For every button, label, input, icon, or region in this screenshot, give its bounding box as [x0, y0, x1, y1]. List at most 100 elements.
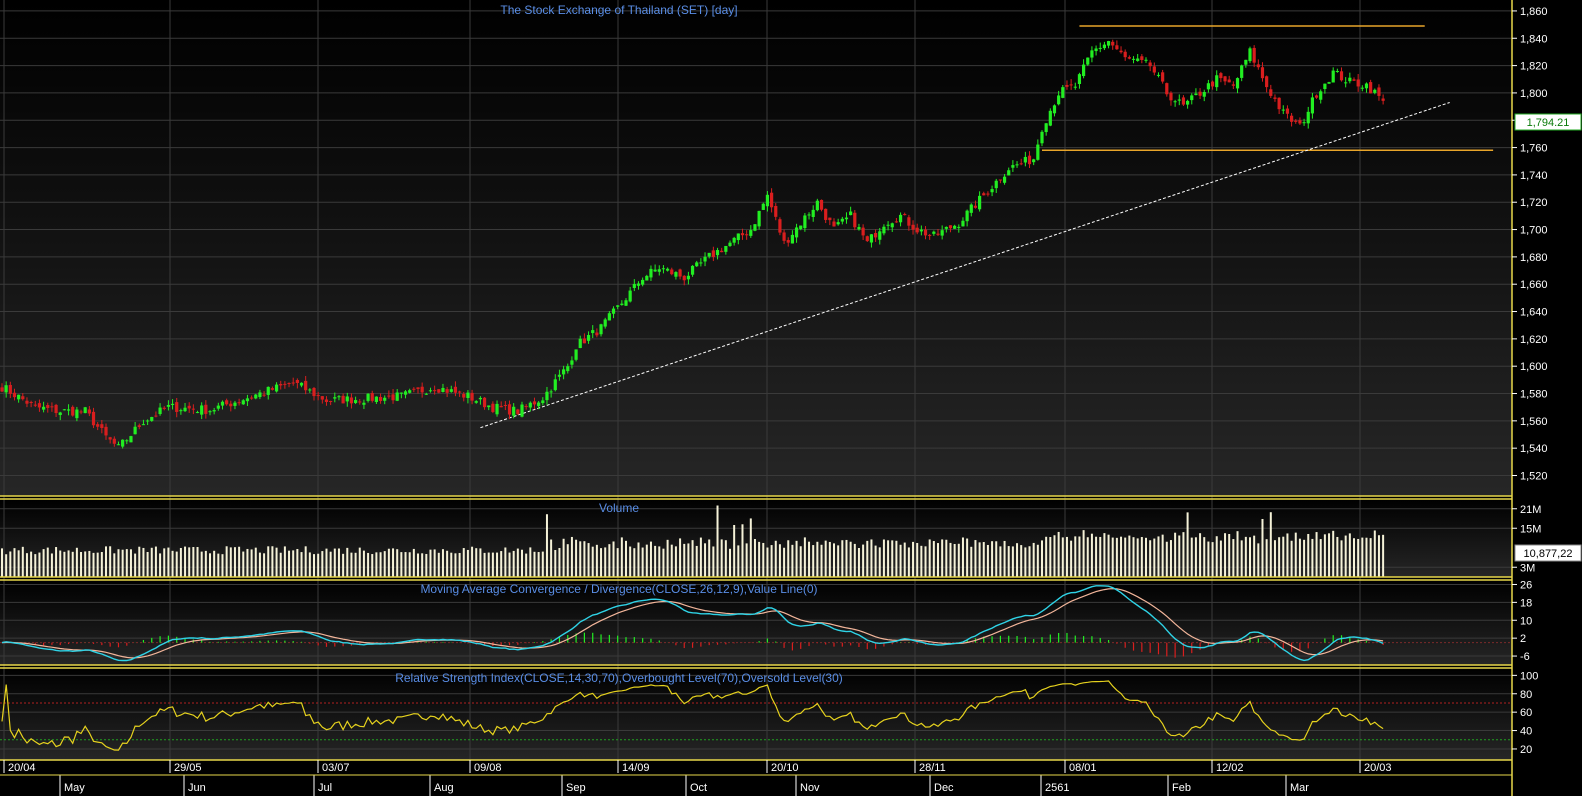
candle-body: [740, 233, 745, 236]
volume-bar: [396, 549, 399, 577]
candle-body: [345, 396, 349, 402]
volume-bar: [25, 553, 28, 577]
volume-bar: [379, 552, 382, 577]
volume-bar: [21, 546, 24, 577]
candle-body: [1339, 71, 1344, 81]
candle-body: [470, 392, 474, 401]
volume-bar: [296, 549, 299, 577]
volume-bar: [92, 552, 95, 577]
candle-body: [445, 389, 449, 393]
y-tick-label: 1,560: [1520, 416, 1548, 428]
candle-body: [1007, 170, 1011, 176]
candle-body: [1161, 72, 1165, 82]
candle-body: [1069, 84, 1073, 86]
volume-bar: [1149, 540, 1152, 577]
volume-bar: [862, 544, 865, 577]
candle-body: [682, 275, 686, 281]
x-top-label: 14/09: [622, 762, 650, 774]
volume-bar: [84, 551, 87, 577]
candle-body: [632, 283, 636, 289]
volume-bar: [433, 549, 436, 577]
volume-bar: [350, 552, 353, 577]
volume-bar: [67, 550, 70, 577]
volume-bar: [712, 546, 715, 577]
candle-body: [304, 380, 308, 391]
volume-bar: [1199, 533, 1202, 577]
volume-bar: [367, 552, 370, 577]
volume-bar: [745, 543, 748, 577]
candle-body: [874, 233, 878, 238]
volume-bar: [1303, 539, 1306, 577]
volume-bar: [587, 543, 590, 577]
candle-body: [1111, 41, 1115, 46]
y-tick-label: 1,540: [1520, 443, 1548, 455]
volume-bar: [679, 538, 682, 577]
candle-body: [824, 208, 828, 220]
volume-bar: [683, 543, 686, 577]
candle-body: [695, 262, 699, 267]
volume-bar: [737, 545, 740, 577]
candle-body: [720, 250, 724, 253]
volume-bar: [38, 552, 41, 577]
candle-body: [566, 366, 570, 372]
candle-body: [1123, 51, 1127, 58]
candle-body: [416, 387, 420, 389]
candle-body: [1252, 47, 1256, 63]
volume-bar: [441, 549, 444, 577]
y-tick-label: 21M: [1520, 504, 1541, 516]
candle-body: [774, 205, 778, 217]
volume-bar: [421, 553, 424, 577]
candle-body: [811, 209, 815, 218]
volume-bar: [213, 550, 216, 577]
volume-bar: [916, 542, 919, 577]
volume-bar: [820, 544, 823, 577]
macd-series: [0, 585, 1512, 662]
candle-body: [686, 275, 690, 280]
candle-body: [1369, 82, 1373, 94]
volume-bar: [450, 552, 453, 577]
candle-body: [865, 236, 869, 242]
candle-body: [840, 218, 844, 222]
candle-body: [961, 220, 965, 227]
candle-body: [1327, 82, 1331, 84]
volume-bar: [986, 544, 989, 577]
volume-bar: [1261, 518, 1264, 577]
candle-body: [591, 330, 595, 334]
candle-body: [262, 394, 266, 396]
volume-bar: [1332, 530, 1335, 577]
candle-body: [919, 229, 923, 232]
volume-bar: [1078, 536, 1081, 577]
candle-body: [678, 269, 682, 277]
volume-bar: [313, 554, 315, 577]
volume-bar: [125, 549, 128, 577]
volume-bar: [604, 547, 607, 577]
candle-body: [537, 402, 541, 407]
x-top-label: 12/02: [1216, 762, 1244, 774]
candle-body: [882, 226, 886, 234]
last-price-tag: 1,794.21: [1514, 113, 1582, 131]
volume-bar: [134, 553, 137, 577]
volume-bar: [55, 547, 58, 577]
candle-body: [1094, 48, 1098, 52]
candle-body: [179, 410, 183, 412]
volume-bar: [741, 524, 744, 577]
candle-body: [378, 396, 383, 402]
candle-body: [279, 383, 283, 386]
volume-bar: [1319, 539, 1322, 577]
candle-body: [828, 217, 832, 221]
candle-body: [204, 404, 208, 414]
volume-bar: [708, 539, 711, 577]
volume-bar: [778, 544, 781, 577]
volume-bar: [96, 552, 99, 577]
volume-bar: [957, 543, 960, 577]
volume-bar: [9, 551, 12, 577]
volume-bar: [246, 548, 249, 577]
volume-bar: [874, 545, 877, 577]
volume-bar: [429, 549, 432, 577]
y-tick-label: 1,860: [1520, 6, 1548, 18]
volume-bar: [1323, 534, 1326, 577]
candle-body: [146, 420, 150, 422]
volume-bar: [475, 548, 478, 577]
candle-body: [50, 406, 54, 408]
